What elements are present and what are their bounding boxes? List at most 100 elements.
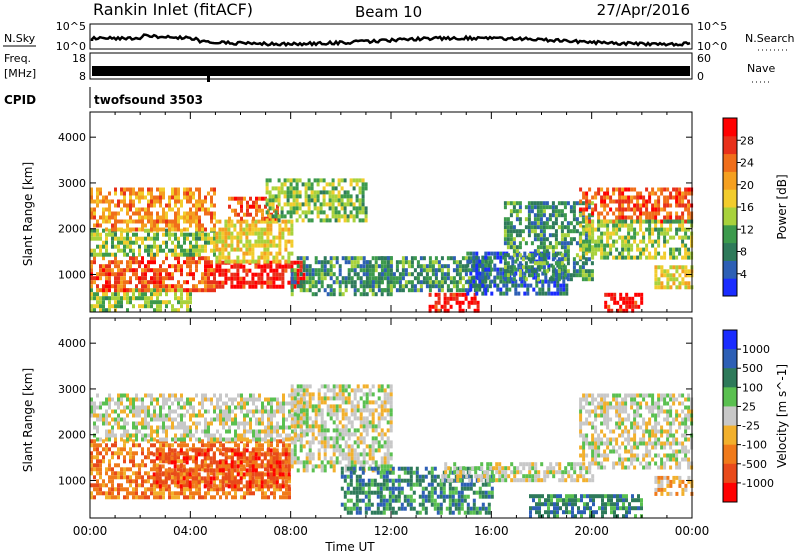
data-cell <box>96 455 99 460</box>
data-cell <box>150 223 153 228</box>
data-cell <box>108 296 111 301</box>
data-cell <box>648 239 652 244</box>
data-cell <box>242 276 246 281</box>
data-cell <box>523 275 527 280</box>
data-cell <box>551 205 555 210</box>
data-cell <box>180 397 183 402</box>
data-cell <box>162 260 165 265</box>
data-cell <box>225 495 228 500</box>
data-cell <box>452 276 456 281</box>
data-cell <box>93 256 96 261</box>
data-cell <box>141 495 144 500</box>
data-cell <box>240 397 243 402</box>
data-cell <box>147 447 150 452</box>
data-cell <box>186 292 189 297</box>
data-cell <box>506 253 510 258</box>
data-cell <box>180 443 183 448</box>
data-cell <box>618 191 622 196</box>
data-cell <box>105 215 108 220</box>
data-cell <box>292 178 296 183</box>
data-cell <box>633 195 637 200</box>
data-cell <box>114 244 117 249</box>
data-cell <box>310 186 314 191</box>
data-cell <box>215 284 219 289</box>
data-cell <box>407 260 411 265</box>
data-cell <box>352 186 356 191</box>
data-cell <box>305 392 309 397</box>
data-cell <box>147 405 150 410</box>
data-cell <box>234 433 237 438</box>
data-cell <box>606 191 610 196</box>
data-cell <box>90 491 93 496</box>
data-cell <box>153 300 156 305</box>
data-cell <box>225 393 228 398</box>
data-cell <box>185 480 189 485</box>
data-cell <box>171 219 174 224</box>
data-cell <box>681 215 685 220</box>
data-cell <box>268 198 272 203</box>
data-cell <box>147 268 150 273</box>
data-cell <box>90 495 93 500</box>
data-cell <box>606 203 610 208</box>
data-cell <box>536 245 540 250</box>
data-cell <box>282 413 285 418</box>
data-cell <box>233 247 237 252</box>
data-cell <box>538 251 542 256</box>
data-cell <box>325 202 329 207</box>
data-cell <box>287 452 291 457</box>
data-cell <box>266 280 270 285</box>
data-cell <box>311 420 315 425</box>
data-cell <box>120 401 123 406</box>
data-cell <box>90 467 93 472</box>
data-cell <box>347 260 351 265</box>
data-cell <box>222 425 225 430</box>
data-cell <box>162 483 165 488</box>
data-cell <box>428 268 432 273</box>
data-cell <box>195 211 198 216</box>
data-cell <box>150 288 153 293</box>
data-cell <box>469 259 473 264</box>
data-cell <box>349 178 353 183</box>
data-cell <box>120 219 123 224</box>
data-cell <box>663 231 667 236</box>
data-cell <box>189 401 192 406</box>
data-cell <box>245 448 249 453</box>
cpid-label: CPID <box>4 93 36 107</box>
data-cell <box>458 276 462 281</box>
data-cell <box>213 248 216 253</box>
data-cell <box>156 280 159 285</box>
data-cell <box>293 400 297 405</box>
data-cell <box>219 421 222 426</box>
data-cell <box>153 491 156 496</box>
data-cell <box>266 452 270 457</box>
data-cell <box>102 272 105 277</box>
data-cell <box>425 268 429 273</box>
data-cell <box>359 280 363 285</box>
data-cell <box>216 491 219 496</box>
data-cell <box>557 277 561 282</box>
data-cell <box>279 475 282 480</box>
data-cell <box>524 265 528 270</box>
data-cell <box>150 300 153 305</box>
data-cell <box>170 448 174 453</box>
data-cell <box>496 255 500 260</box>
data-cell <box>227 276 231 281</box>
data-cell <box>606 243 610 248</box>
data-cell <box>295 182 299 187</box>
data-cell <box>129 397 132 402</box>
data-cell <box>636 231 640 236</box>
data-cell <box>126 405 129 410</box>
data-cell <box>236 276 240 281</box>
data-cell <box>221 239 225 244</box>
data-cell <box>446 256 450 261</box>
data-cell <box>314 416 318 421</box>
data-cell <box>156 195 159 200</box>
data-cell <box>197 480 201 485</box>
data-cell <box>630 215 634 220</box>
data-cell <box>138 187 141 192</box>
data-cell <box>177 215 180 220</box>
data-cell <box>251 272 255 277</box>
data-cell <box>242 251 246 256</box>
data-cell <box>165 425 168 430</box>
data-cell <box>407 272 411 277</box>
